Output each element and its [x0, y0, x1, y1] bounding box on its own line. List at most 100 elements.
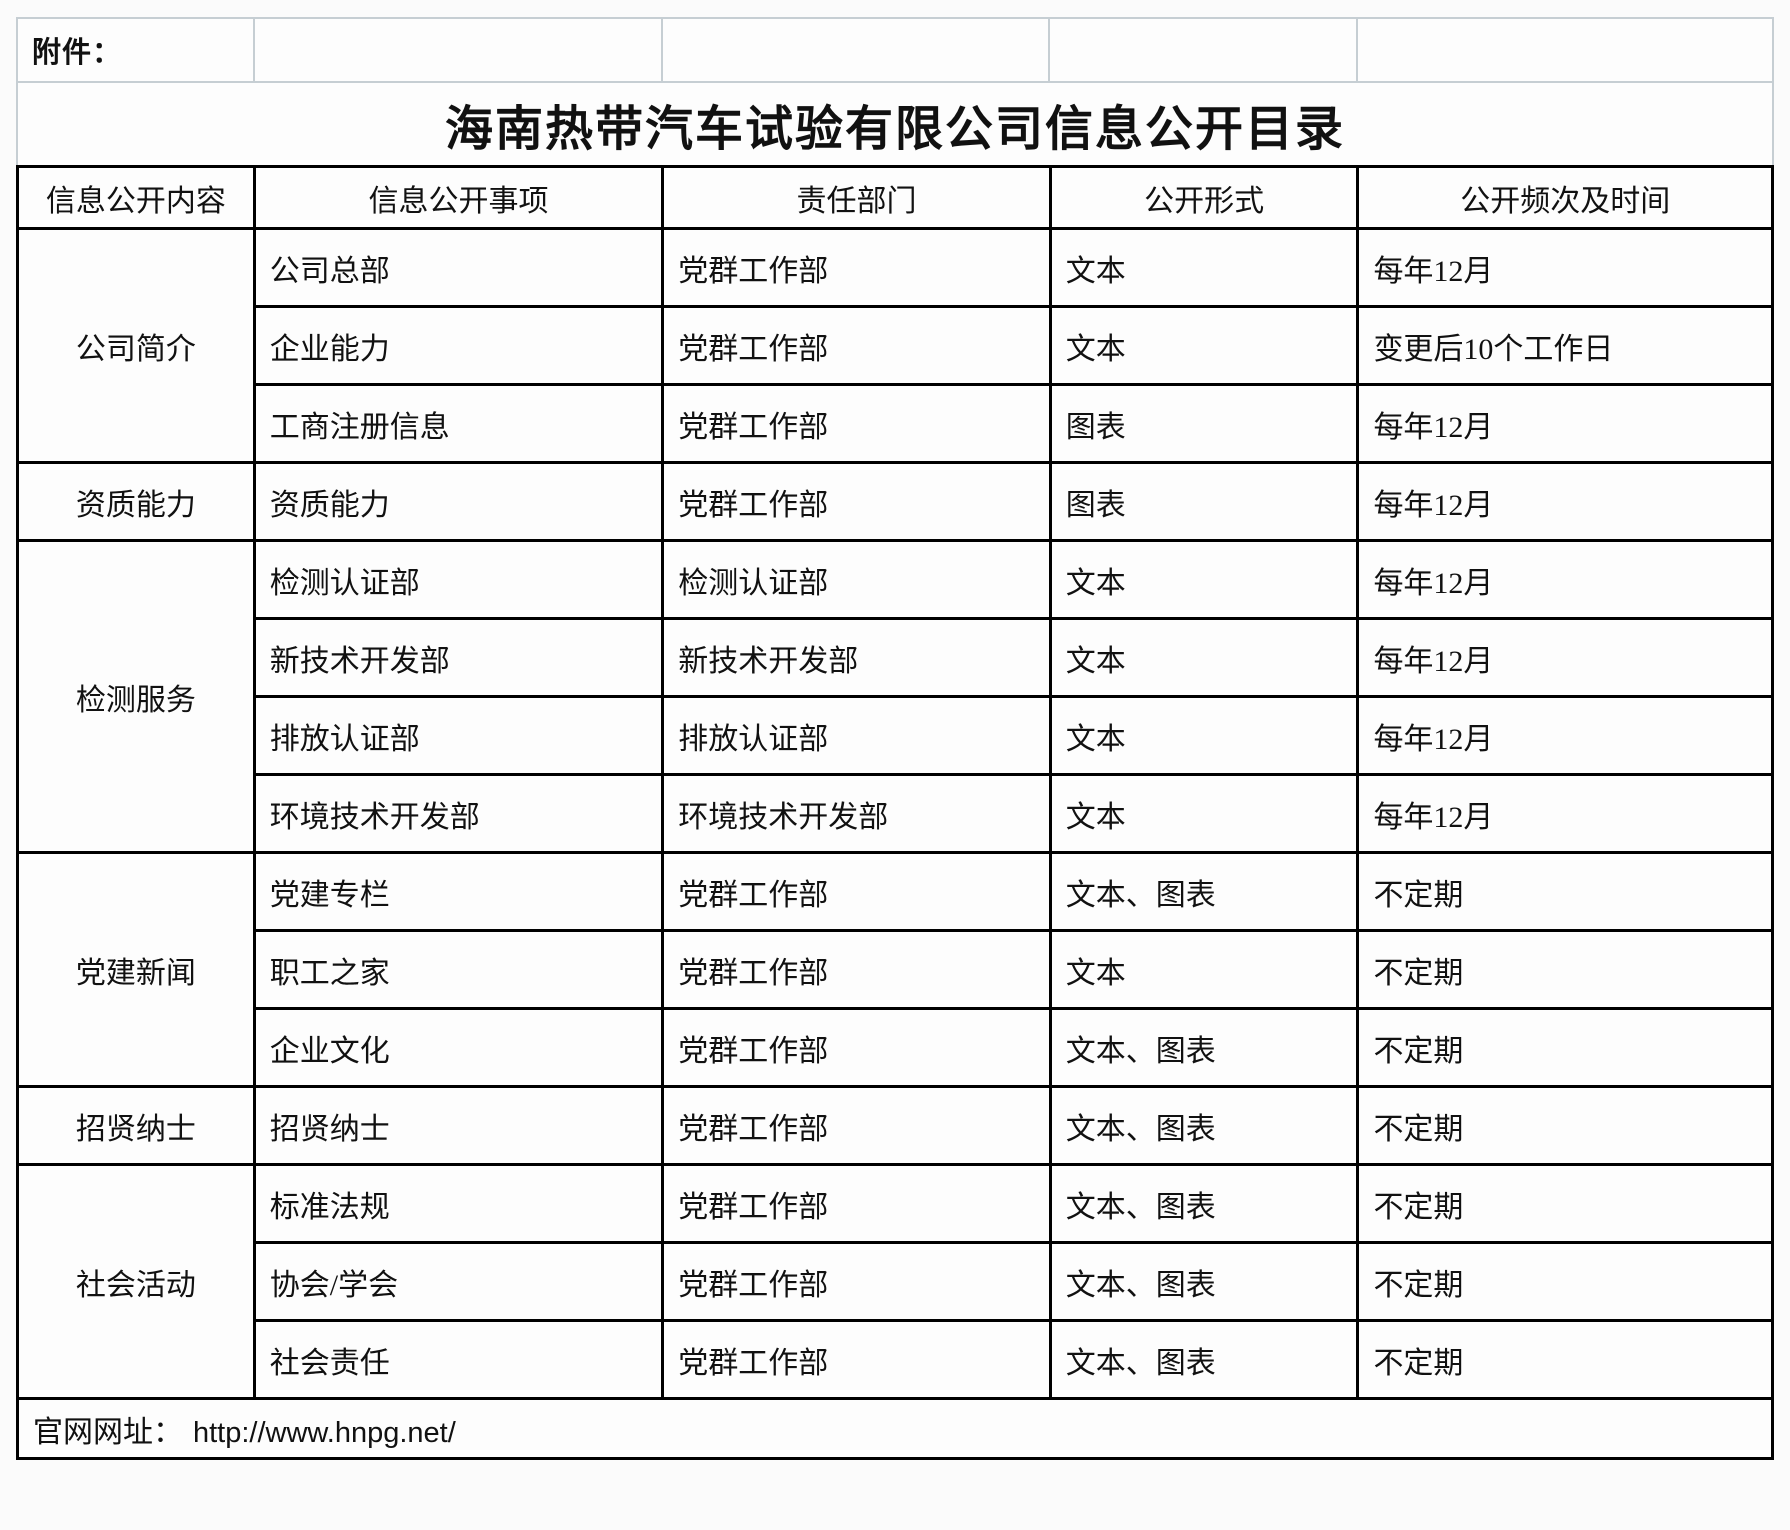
category-cell: 检测服务	[16, 539, 256, 854]
item-cell: 资质能力	[252, 461, 665, 542]
format-cell: 文本	[1048, 305, 1360, 386]
format-cell: 文本	[1048, 773, 1360, 854]
dept-cell: 党群工作部	[661, 1163, 1052, 1244]
table-row: 职工之家 党群工作部 文本 不定期	[18, 929, 1774, 1010]
item-cell: 企业能力	[252, 305, 665, 386]
frequency-cell: 不定期	[1356, 929, 1774, 1010]
frequency-cell: 不定期	[1356, 1319, 1774, 1400]
item-cell: 职工之家	[252, 929, 665, 1010]
frequency-cell: 每年12月	[1356, 461, 1774, 542]
frequency-cell: 不定期	[1356, 851, 1774, 932]
table-row: 招贤纳士 招贤纳士 党群工作部 文本、图表 不定期	[16, 1085, 1774, 1166]
category-cell: 党建新闻	[16, 851, 256, 1088]
dept-cell: 党群工作部	[661, 227, 1052, 308]
category-cell: 公司简介	[16, 227, 256, 464]
format-cell: 文本、图表	[1048, 1007, 1360, 1088]
format-cell: 文本	[1048, 695, 1360, 776]
table-row: 社会活动 标准法规 党群工作部 文本、图表 不定期	[16, 1163, 1774, 1400]
category-cell: 社会活动	[16, 1163, 256, 1400]
frequency-cell: 不定期	[1356, 1085, 1774, 1166]
header-row: 信息公开内容 信息公开事项 责任部门 公开形式 公开频次及时间	[16, 165, 1774, 230]
table-row: 工商注册信息 党群工作部 图表 每年12月	[18, 383, 1774, 464]
attachment-row: 附件：	[16, 17, 1774, 83]
dept-cell: 党群工作部	[661, 851, 1052, 932]
dept-cell: 党群工作部	[661, 383, 1052, 464]
format-cell: 图表	[1048, 461, 1360, 542]
spreadsheet: 附件： 海南热带汽车试验有限公司信息公开目录 信息公开内容 信息公开事项 责任部…	[16, 17, 1774, 1460]
dept-cell: 环境技术开发部	[661, 773, 1052, 854]
table-row: 环境技术开发部 环境技术开发部 文本 每年12月	[18, 773, 1774, 854]
empty-cell	[255, 19, 663, 81]
frequency-cell: 每年12月	[1356, 773, 1774, 854]
dept-cell: 排放认证部	[661, 695, 1052, 776]
page-title: 海南热带汽车试验有限公司信息公开目录	[444, 103, 1345, 156]
format-cell: 文本	[1048, 929, 1360, 1010]
format-cell: 文本	[1048, 617, 1360, 698]
frequency-cell: 不定期	[1356, 1163, 1774, 1244]
format-cell: 文本	[1048, 539, 1360, 620]
empty-cell	[1050, 19, 1358, 81]
attachment-cell: 附件：	[18, 19, 255, 81]
format-cell: 文本	[1048, 227, 1360, 308]
item-cell: 标准法规	[252, 1163, 665, 1244]
item-cell: 党建专栏	[252, 851, 665, 932]
footer-row: 官网网址： http://www.hnpg.net/	[16, 1397, 1774, 1460]
category-cell: 招贤纳士	[16, 1085, 256, 1166]
format-cell: 文本、图表	[1048, 851, 1360, 932]
empty-cell	[1358, 19, 1772, 81]
format-cell: 文本、图表	[1048, 1241, 1360, 1322]
empty-cell	[663, 19, 1051, 81]
frequency-cell: 每年12月	[1356, 695, 1774, 776]
frequency-cell: 每年12月	[1356, 617, 1774, 698]
item-cell: 协会/学会	[252, 1241, 665, 1322]
item-cell: 招贤纳士	[252, 1085, 665, 1166]
dept-cell: 检测认证部	[661, 539, 1052, 620]
table-row: 排放认证部 排放认证部 文本 每年12月	[18, 695, 1774, 776]
disclosure-catalog-table: 信息公开内容 信息公开事项 责任部门 公开形式 公开频次及时间 公司简介 公司总…	[16, 165, 1774, 1460]
table-row: 公司简介 公司总部 党群工作部 文本 每年12月	[16, 227, 1774, 464]
table-row: 党建新闻 党建专栏 党群工作部 文本、图表 不定期	[16, 851, 1774, 1088]
frequency-cell: 每年12月	[1356, 539, 1774, 620]
website-label: 官网网址：	[33, 1415, 183, 1449]
dept-cell: 新技术开发部	[661, 617, 1052, 698]
item-cell: 公司总部	[252, 227, 665, 308]
dept-cell: 党群工作部	[661, 305, 1052, 386]
category-cell: 资质能力	[16, 461, 256, 542]
item-cell: 排放认证部	[252, 695, 665, 776]
dept-cell: 党群工作部	[661, 1085, 1052, 1166]
frequency-cell: 不定期	[1356, 1007, 1774, 1088]
item-cell: 检测认证部	[252, 539, 665, 620]
table-row: 新技术开发部 新技术开发部 文本 每年12月	[18, 617, 1774, 698]
item-cell: 新技术开发部	[252, 617, 665, 698]
table-row: 企业能力 党群工作部 文本 变更后10个工作日	[18, 305, 1774, 386]
col-header-frequency: 公开频次及时间	[1356, 165, 1774, 230]
title-row: 海南热带汽车试验有限公司信息公开目录	[16, 83, 1774, 165]
item-cell: 工商注册信息	[252, 383, 665, 464]
col-header-format: 公开形式	[1048, 165, 1360, 230]
dept-cell: 党群工作部	[661, 1007, 1052, 1088]
website-url: http://www.hnpg.net/	[193, 1416, 456, 1449]
col-header-item: 信息公开事项	[252, 165, 665, 230]
frequency-cell: 不定期	[1356, 1241, 1774, 1322]
dept-cell: 党群工作部	[661, 1241, 1052, 1322]
format-cell: 文本、图表	[1048, 1319, 1360, 1400]
format-cell: 文本、图表	[1048, 1085, 1360, 1166]
dept-cell: 党群工作部	[661, 1319, 1052, 1400]
attachment-label: 附件：	[32, 37, 123, 69]
item-cell: 企业文化	[252, 1007, 665, 1088]
col-header-content: 信息公开内容	[16, 165, 256, 230]
col-header-department: 责任部门	[661, 165, 1052, 230]
table-row: 社会责任 党群工作部 文本、图表 不定期	[18, 1319, 1774, 1400]
format-cell: 图表	[1048, 383, 1360, 464]
frequency-cell: 每年12月	[1356, 227, 1774, 308]
website-cell: 官网网址： http://www.hnpg.net/	[16, 1397, 1774, 1460]
frequency-cell: 变更后10个工作日	[1356, 305, 1774, 386]
dept-cell: 党群工作部	[661, 929, 1052, 1010]
table-row: 检测服务 检测认证部 检测认证部 文本 每年12月	[16, 539, 1774, 854]
format-cell: 文本、图表	[1048, 1163, 1360, 1244]
dept-cell: 党群工作部	[661, 461, 1052, 542]
frequency-cell: 每年12月	[1356, 383, 1774, 464]
table-row: 资质能力 资质能力 党群工作部 图表 每年12月	[16, 461, 1774, 542]
table-row: 协会/学会 党群工作部 文本、图表 不定期	[18, 1241, 1774, 1322]
table-row: 企业文化 党群工作部 文本、图表 不定期	[18, 1007, 1774, 1088]
